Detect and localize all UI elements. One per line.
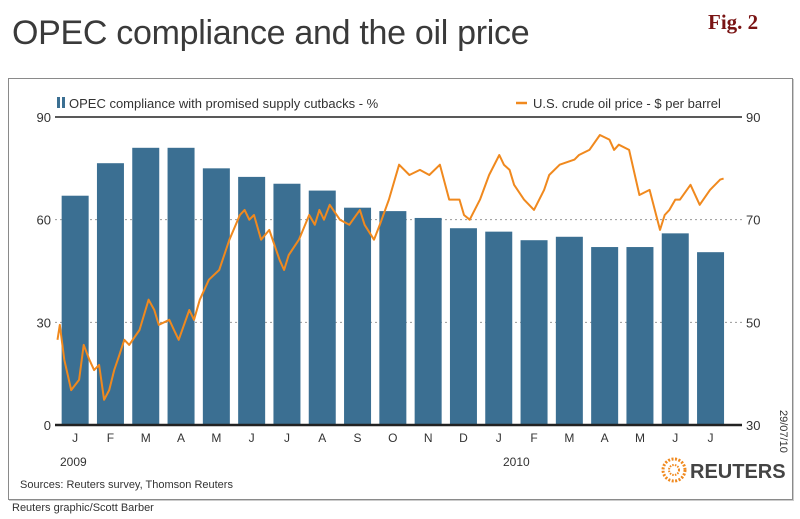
left-tick-label: 90 xyxy=(37,110,51,125)
right-tick-label: 30 xyxy=(746,418,760,433)
legend-bar-swatch xyxy=(57,97,60,108)
bar xyxy=(449,228,477,425)
bar xyxy=(273,183,301,425)
legend-bar-label: OPEC compliance with promised supply cut… xyxy=(69,96,379,111)
bar xyxy=(61,195,89,425)
month-tick-label: J xyxy=(284,431,290,445)
legend-bar-swatch xyxy=(62,97,65,108)
month-tick-label: A xyxy=(601,431,609,445)
reuters-brand: REUTERS xyxy=(690,461,786,483)
left-tick-label: 0 xyxy=(44,418,51,433)
legend-line-label: U.S. crude oil price - $ per barrel xyxy=(533,96,721,111)
month-tick-label: S xyxy=(354,431,362,445)
reuters-logo-icon xyxy=(661,457,687,483)
month-tick-label: A xyxy=(177,431,185,445)
bar xyxy=(485,231,513,425)
bar xyxy=(626,247,654,425)
year-label: 2010 xyxy=(503,455,530,469)
bar xyxy=(555,236,583,425)
month-tick-label: J xyxy=(496,431,502,445)
bar xyxy=(520,240,548,425)
right-tick-label: 50 xyxy=(746,315,760,330)
credit-footer: Reuters graphic/Scott Barber xyxy=(12,502,154,514)
bar xyxy=(238,176,266,425)
bar xyxy=(379,211,407,425)
month-tick-label: F xyxy=(530,431,537,445)
bar xyxy=(661,233,689,425)
month-tick-label: M xyxy=(211,431,221,445)
bar xyxy=(132,147,160,426)
month-tick-label: M xyxy=(141,431,151,445)
oil-price-line xyxy=(56,134,724,401)
bar xyxy=(308,190,336,425)
month-tick-label: J xyxy=(708,431,714,445)
month-tick-label: J xyxy=(249,431,255,445)
month-tick-label: O xyxy=(388,431,397,445)
month-tick-label: A xyxy=(318,431,326,445)
bar xyxy=(344,207,372,425)
month-tick-label: D xyxy=(459,431,468,445)
figure-label: Fig. 2 xyxy=(708,10,759,34)
bar xyxy=(202,168,230,426)
left-tick-label: 60 xyxy=(37,213,51,228)
sources-note: Sources: Reuters survey, Thomson Reuters xyxy=(20,479,233,491)
page-title: OPEC compliance and the oil price xyxy=(12,14,530,52)
month-tick-label: J xyxy=(672,431,678,445)
year-label: 2009 xyxy=(60,455,87,469)
bar xyxy=(591,247,619,425)
month-tick-label: F xyxy=(107,431,114,445)
bar xyxy=(414,217,442,425)
chart-frame xyxy=(8,78,793,500)
right-tick-label: 90 xyxy=(746,110,760,125)
right-tick-label: 70 xyxy=(746,213,760,228)
month-tick-label: J xyxy=(72,431,78,445)
month-tick-label: N xyxy=(424,431,433,445)
month-tick-label: M xyxy=(635,431,645,445)
left-tick-label: 30 xyxy=(37,315,51,330)
month-tick-label: M xyxy=(564,431,574,445)
bar xyxy=(167,147,195,426)
date-stamp: 29/07/10 xyxy=(777,410,789,453)
bar xyxy=(697,252,725,425)
